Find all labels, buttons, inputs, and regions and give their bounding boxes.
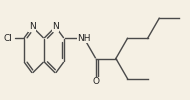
Text: O: O xyxy=(92,77,99,86)
Text: N: N xyxy=(29,22,36,31)
Text: Cl: Cl xyxy=(3,34,12,43)
Text: NH: NH xyxy=(77,34,91,43)
Text: N: N xyxy=(52,22,59,31)
